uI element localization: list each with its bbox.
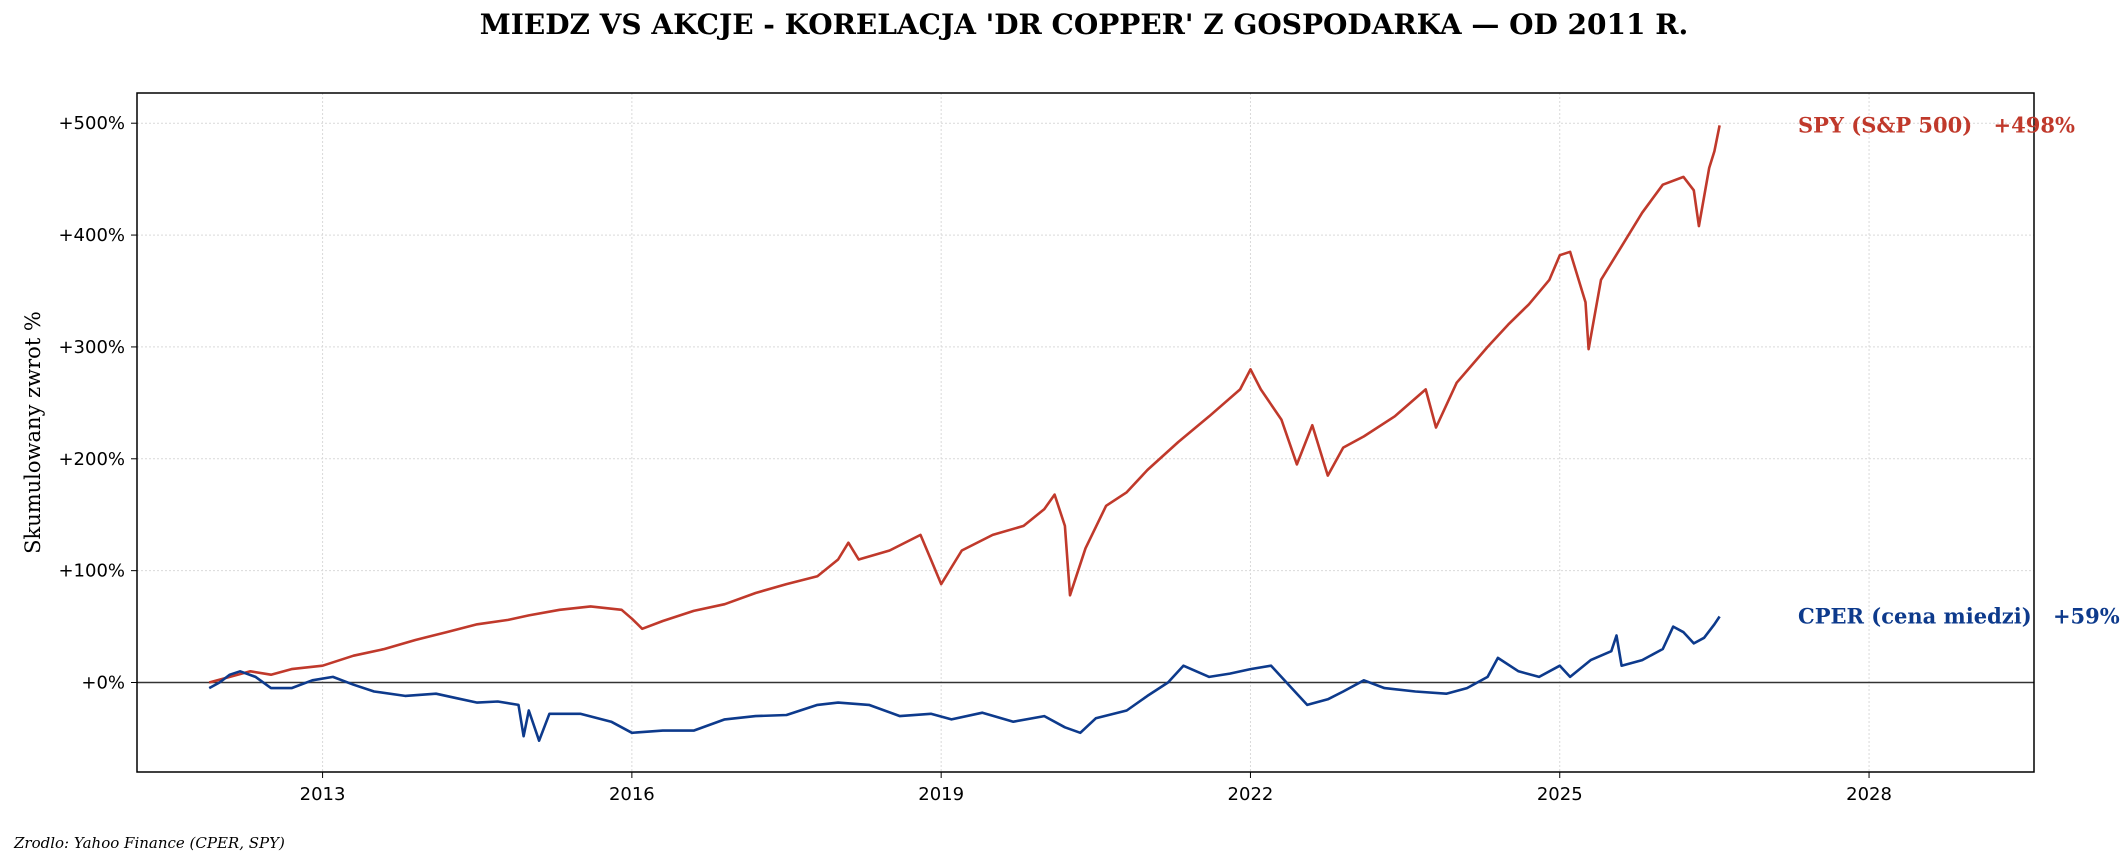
spy-series-name: SPY (S&P 500) — [1798, 112, 1972, 137]
x-tick-label: 2016 — [609, 784, 655, 805]
plot-frame — [136, 92, 2035, 773]
x-tick-label: 2013 — [300, 784, 346, 805]
y-tick-label: +500% — [58, 113, 125, 134]
y-tick-label: +100% — [58, 561, 125, 582]
x-tick-label: 2022 — [1228, 784, 1274, 805]
x-tick-label: 2025 — [1537, 784, 1583, 805]
x-tick-label: 2019 — [918, 784, 964, 805]
spy-end-value: +498% — [1994, 112, 2075, 137]
y-tick-label: +0% — [81, 673, 125, 694]
cper-series-line — [208, 615, 1721, 742]
cper-end-label: CPER (cena miedzi) +59% — [1798, 604, 2120, 629]
cper-series-name: CPER (cena miedzi) — [1798, 604, 2032, 629]
chart-title: MIEDZ VS AKCJE - KORELACJA 'DR COPPER' Z… — [480, 8, 1688, 41]
series-lines — [208, 125, 1721, 742]
source-note: Zrodlo: Yahoo Finance (CPER, SPY) — [13, 834, 285, 852]
cper-end-value: +59% — [2053, 604, 2120, 629]
y-tick-label: +300% — [58, 337, 125, 358]
y-tick-label: +400% — [58, 225, 125, 246]
x-tick-label: 2028 — [1846, 784, 1892, 805]
y-axis-label: Skumulowany zwrot % — [21, 311, 45, 554]
y-tick-label: +200% — [58, 449, 125, 470]
spy-series-line — [208, 125, 1721, 684]
grid — [137, 93, 2034, 772]
spy-end-label: SPY (S&P 500) +498% — [1798, 112, 2075, 137]
axis-ticks: 2013 2016 2019 2022 2025 2028 +0% +100% +200% +30… — [58, 113, 1891, 805]
